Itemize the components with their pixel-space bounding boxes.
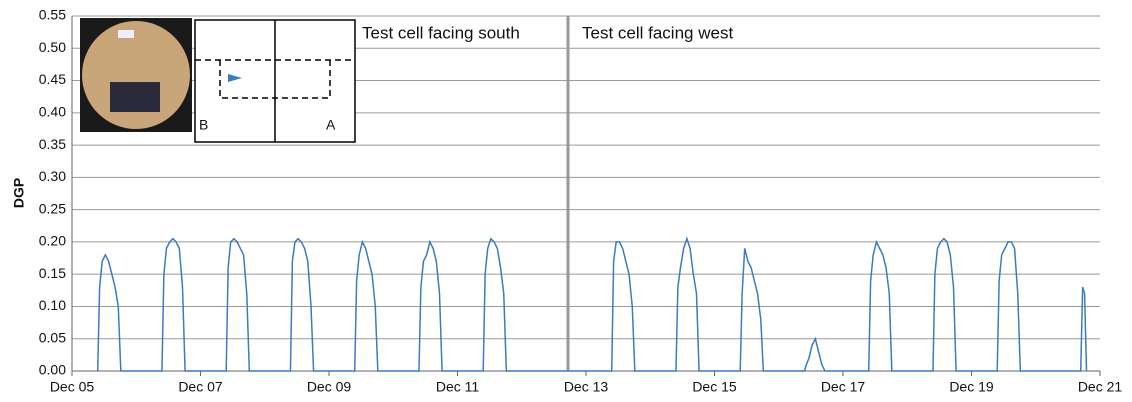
x-tick-label: Dec 19 bbox=[949, 379, 994, 395]
y-axis-label: DGP bbox=[11, 178, 27, 208]
plan-viewpoint bbox=[228, 74, 242, 82]
y-tick-label: 0.55 bbox=[39, 7, 66, 23]
y-tick-label: 0.10 bbox=[39, 297, 66, 313]
plan-dash bbox=[195, 59, 355, 99]
y-tick-label: 0.05 bbox=[39, 329, 66, 345]
y-tick-label: 0.30 bbox=[39, 168, 66, 184]
floor-plan: B A bbox=[194, 19, 356, 143]
y-tick-label: 0.25 bbox=[39, 200, 66, 216]
x-tick-label: Dec 07 bbox=[178, 379, 223, 395]
photo-fisheye bbox=[82, 21, 190, 129]
annotation: Test cell facing south bbox=[362, 23, 520, 42]
x-tick-label: Dec 11 bbox=[436, 379, 480, 395]
annotation: Test cell facing west bbox=[582, 23, 733, 42]
plan-label: A bbox=[326, 117, 336, 133]
x-tick-label: Dec 17 bbox=[821, 379, 866, 395]
x-tick-label: Dec 13 bbox=[564, 379, 609, 395]
y-tick-label: 0.40 bbox=[39, 104, 66, 120]
y-tick-label: 0.20 bbox=[39, 233, 66, 249]
data-line bbox=[96, 236, 1088, 372]
x-tick-label: Dec 15 bbox=[692, 379, 737, 395]
photo-monitor bbox=[110, 82, 160, 112]
plan-label: B bbox=[199, 117, 208, 133]
y-tick-label: 0.50 bbox=[39, 39, 66, 55]
y-tick-label: 0.00 bbox=[39, 362, 66, 378]
photo-light bbox=[118, 30, 134, 38]
x-tick-label: Dec 09 bbox=[307, 379, 352, 395]
photo-inset bbox=[80, 18, 192, 132]
y-tick-label: 0.45 bbox=[39, 71, 66, 87]
y-tick-label: 0.35 bbox=[39, 136, 66, 152]
y-tick-label: 0.15 bbox=[39, 265, 66, 281]
x-tick-label: Dec 21 bbox=[1078, 379, 1123, 395]
x-tick-label: Dec 05 bbox=[50, 379, 95, 395]
